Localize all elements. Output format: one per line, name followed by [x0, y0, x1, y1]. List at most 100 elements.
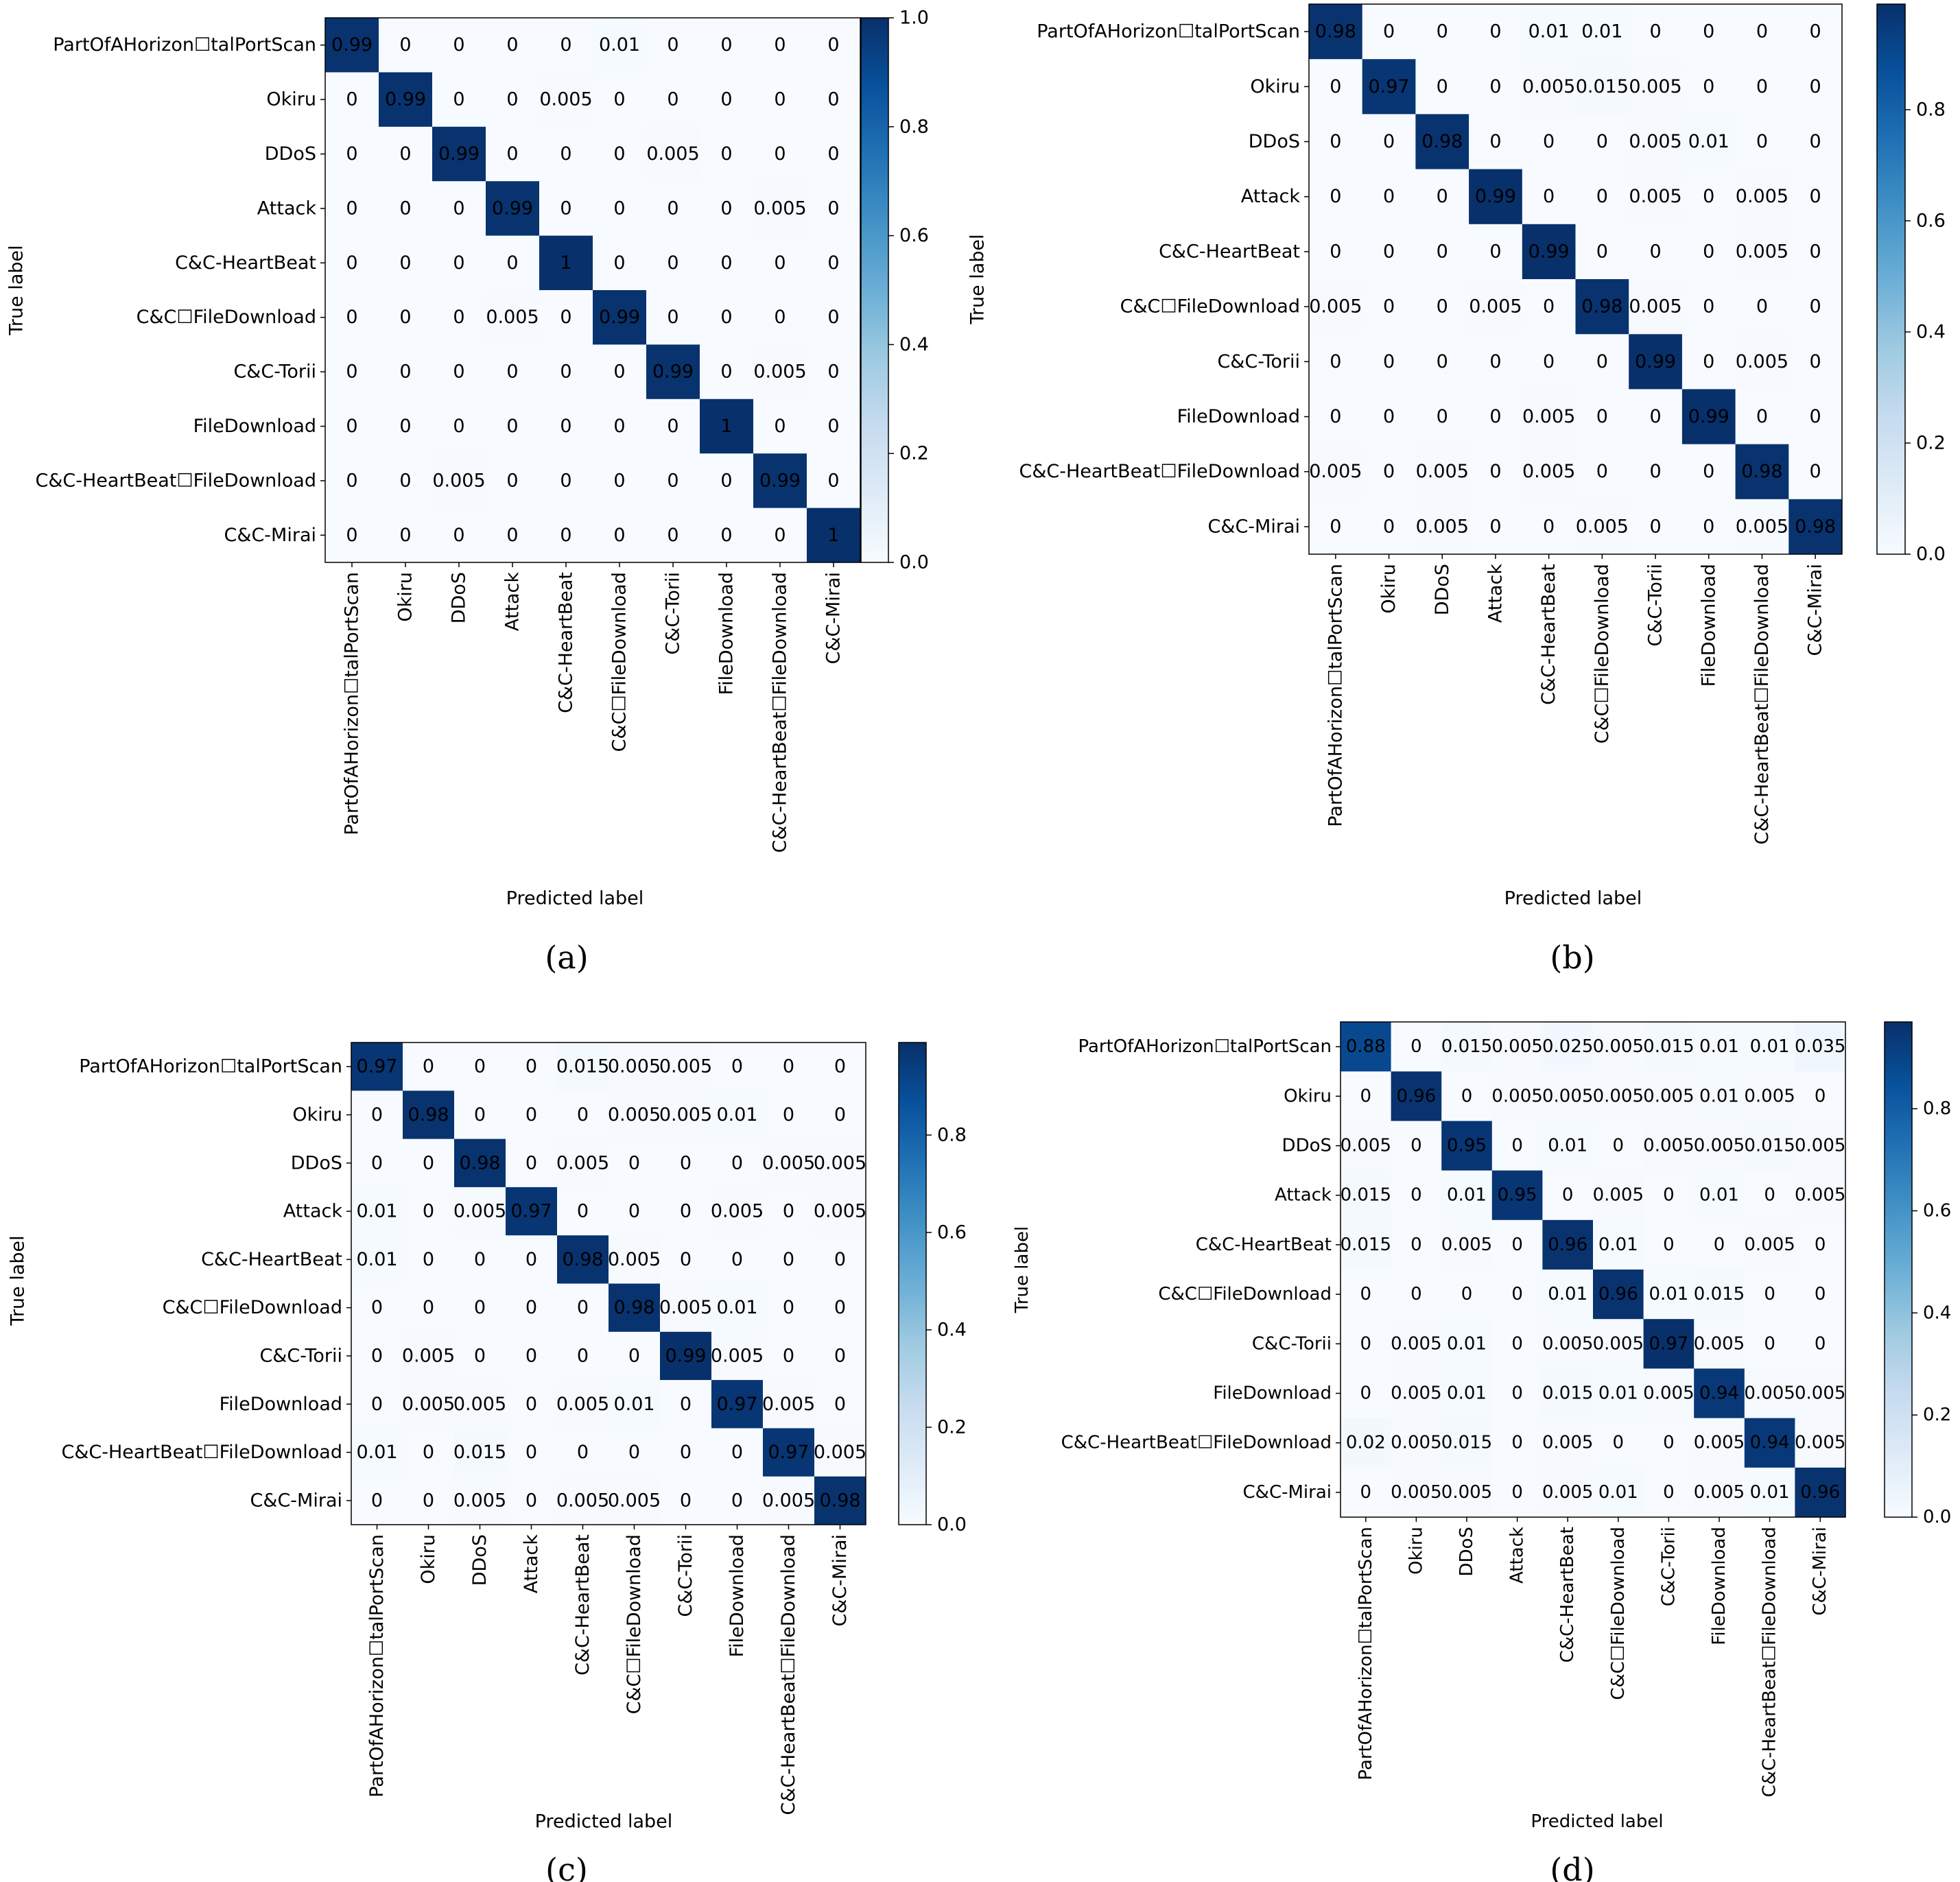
cell-value-label: 0	[1649, 406, 1661, 427]
matrix-cell	[711, 1331, 764, 1381]
cell-value-label: 0	[1596, 351, 1608, 372]
matrix-cell	[486, 508, 540, 563]
x-axis-label: Predicted label	[535, 1811, 673, 1833]
cell-value-label: 0	[628, 1345, 640, 1366]
matrix-cell	[1341, 1270, 1392, 1320]
matrix-cell	[1575, 224, 1629, 280]
x-tick-label: FileDownload	[1698, 564, 1719, 687]
matrix-cell	[1681, 169, 1736, 225]
cell-value-label: 0	[399, 307, 411, 328]
matrix-cell	[351, 1380, 403, 1429]
matrix-cell	[351, 1331, 403, 1381]
cell-value-label: 0	[560, 34, 571, 56]
matrix-cell	[1795, 1170, 1846, 1221]
matrix-cell	[1491, 1368, 1543, 1419]
matrix-cell	[1575, 499, 1629, 555]
cell-value-label: 0	[1649, 516, 1661, 537]
matrix-cell	[646, 72, 700, 128]
cell-value-label: 0.005	[1736, 516, 1788, 537]
matrix-cell	[763, 1283, 815, 1333]
cell-value-label: 0.98	[459, 1152, 500, 1174]
cell-value-label: 0	[506, 34, 518, 56]
matrix-cell	[325, 235, 379, 291]
cell-value-label: 0.005	[711, 1201, 764, 1222]
matrix-cell	[1575, 279, 1629, 335]
matrix-cell	[454, 1091, 506, 1140]
matrix-cell	[539, 290, 593, 345]
matrix-cell	[711, 1043, 764, 1091]
matrix-cell	[1391, 1270, 1442, 1320]
matrix-cell	[1441, 1319, 1493, 1369]
matrix-cell	[1362, 4, 1416, 60]
matrix-cell	[325, 18, 379, 73]
matrix-cell	[1629, 59, 1683, 115]
cell-value-label: 0	[774, 525, 786, 546]
cell-value-label: 0.01	[716, 1297, 757, 1318]
cell-value-label: 0.005	[453, 1490, 506, 1511]
matrix-cell	[711, 1091, 764, 1140]
cell-value-label: 0	[1596, 461, 1608, 482]
matrix-cell	[1643, 1022, 1695, 1072]
matrix-cell	[1441, 1368, 1493, 1419]
matrix-cell	[1744, 1219, 1795, 1270]
cell-value-label: 0.005	[1391, 1383, 1441, 1404]
cell-value-label: 0	[423, 1056, 434, 1077]
matrix-cell	[379, 398, 433, 454]
matrix-cell	[1391, 1219, 1442, 1270]
cell-value-label: 0.005	[1643, 1086, 1694, 1106]
cell-value-label: 0	[667, 416, 678, 437]
matrix-cell	[557, 1235, 609, 1284]
x-tick-label: C&C-HeartBeat	[572, 1534, 593, 1676]
cell-value-label: 0.99	[1475, 186, 1516, 207]
cell-value-label: 0	[1815, 1235, 1826, 1255]
matrix-cell	[1788, 59, 1843, 115]
matrix-cell	[646, 344, 700, 400]
y-tick-label: C&C-Mirai	[1243, 1482, 1332, 1503]
cell-value-label: 0	[1383, 516, 1395, 537]
cell-value-label: 0	[613, 361, 625, 383]
cell-value-label: 0	[827, 34, 839, 56]
matrix-cell	[1735, 4, 1789, 60]
matrix-cell	[593, 453, 647, 509]
matrix-cell	[1542, 1270, 1594, 1320]
cell-value-label: 0	[1330, 351, 1341, 372]
matrix-cell	[1522, 499, 1576, 555]
matrix-frame	[1308, 3, 1843, 555]
matrix-cell	[814, 1043, 866, 1091]
matrix-cell	[1441, 1170, 1493, 1221]
cell-value-label: 0	[613, 525, 625, 546]
cell-value-label: 0.005	[432, 470, 485, 491]
matrix-cell	[486, 290, 540, 345]
matrix-cell	[454, 1043, 506, 1091]
matrix-cell	[403, 1043, 455, 1091]
cell-value-label: 0.005	[1391, 1333, 1441, 1354]
matrix-cell	[1491, 1418, 1543, 1468]
cell-value-label: 0	[720, 34, 732, 56]
matrix-cell	[506, 1043, 558, 1091]
cell-value-label: 0.005	[1629, 131, 1681, 152]
matrix-cell	[807, 72, 861, 128]
matrix-cell	[1391, 1467, 1442, 1518]
cell-value-label: 0	[577, 1442, 589, 1463]
y-tick-label: C&C☐FileDownload	[137, 307, 316, 328]
matrix-cell	[807, 18, 861, 73]
cell-value-label: 0.005	[1795, 1383, 1845, 1404]
subfigure-caption: (a)	[545, 939, 588, 976]
matrix-cell	[1629, 4, 1683, 60]
matrix-cell	[1788, 279, 1843, 335]
cell-value-label: 0	[577, 1104, 589, 1125]
cell-value-label: 0	[827, 198, 839, 219]
cell-value-label: 0	[680, 1394, 692, 1415]
matrix-cell	[1522, 224, 1576, 280]
matrix-cell	[1542, 1418, 1594, 1468]
cell-value-label: 0	[613, 416, 625, 437]
cell-value-label: 0	[577, 1345, 589, 1366]
matrix-cell	[432, 181, 486, 237]
cell-value-label: 0.005	[453, 1201, 506, 1222]
cell-value-label: 0.01	[1598, 1383, 1638, 1404]
cell-value-label: 0.005	[762, 1152, 815, 1174]
matrix-cell	[807, 126, 861, 182]
cell-value-label: 0	[423, 1490, 434, 1511]
matrix-cell	[325, 453, 379, 509]
x-tick-label: C&C-HeartBeat☐FileDownload	[1751, 564, 1773, 845]
